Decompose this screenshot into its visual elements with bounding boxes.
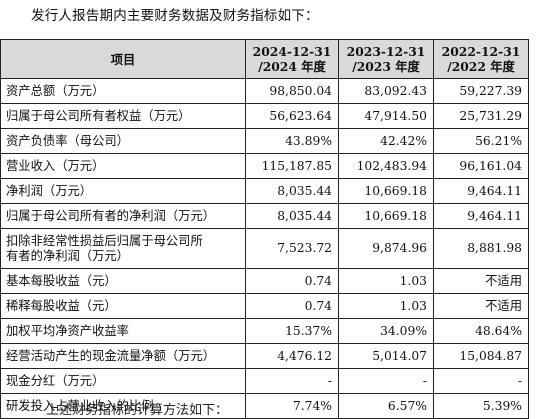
cell-2023: 34.09% — [338, 318, 434, 344]
row-label: 净利润（万元） — [0, 178, 246, 204]
cell-2024: 0.74 — [245, 293, 339, 319]
cell-2023: 83,092.43 — [338, 78, 434, 104]
cell-2022: - — [433, 368, 529, 394]
cell-2024: 98,850.04 — [245, 78, 339, 104]
column-header-2023-year: /2023 年度 — [352, 59, 420, 74]
cell-2024: 115,187.85 — [245, 153, 339, 179]
cell-2023: 42.42% — [338, 128, 434, 154]
cell-2022: 59,227.39 — [433, 78, 529, 104]
table-row: 基本每股收益（元） 0.74 1.03 不适用 — [0, 268, 529, 294]
cell-2023: 10,669.18 — [338, 203, 434, 229]
row-label: 经营活动产生的现金流量净额（万元） — [0, 343, 246, 369]
row-label: 归属于母公司所有者的净利润（万元） — [0, 203, 246, 229]
cell-2023: 1.03 — [338, 293, 434, 319]
row-label: 加权平均净资产收益率 — [0, 318, 246, 344]
cell-2024: 8,035.44 — [245, 178, 339, 204]
cell-2024: 4,476.12 — [245, 343, 339, 369]
row-label: 现金分红（万元） — [0, 368, 246, 394]
cell-2024: 8,035.44 — [245, 203, 339, 229]
cell-2022: 9,464.11 — [433, 178, 529, 204]
column-header-item-label: 项目 — [110, 51, 136, 67]
table-row: 经营活动产生的现金流量净额（万元） 4,476.12 5,014.07 15,0… — [0, 343, 529, 369]
table-row: 营业收入（万元） 115,187.85 102,483.94 96,161.04 — [0, 153, 529, 179]
cell-2022: 48.64% — [433, 318, 529, 344]
cell-2022: 9,464.11 — [433, 203, 529, 229]
table-row: 净利润（万元） 8,035.44 10,669.18 9,464.11 — [0, 178, 529, 204]
cell-2022: 不适用 — [433, 268, 529, 294]
row-label: 归属于母公司所有者权益（万元） — [0, 103, 246, 129]
column-header-2024: 2024-12-31 /2024 年度 — [245, 39, 339, 79]
cell-2023: 9,874.96 — [338, 228, 434, 269]
cell-2022: 15,084.87 — [433, 343, 529, 369]
column-header-2024-year: /2024 年度 — [258, 59, 326, 74]
cell-2022: 25,731.29 — [433, 103, 529, 129]
cell-2024: - — [245, 368, 339, 394]
row-label-line2: 有者的净利润（万元） — [6, 248, 129, 263]
cell-2022: 不适用 — [433, 293, 529, 319]
cell-2024: 43.89% — [245, 128, 339, 154]
financial-data-table: 项目 2024-12-31 /2024 年度 2023-12-31 /2023 … — [0, 39, 529, 419]
cell-2024: 15.37% — [245, 318, 339, 344]
column-header-2022: 2022-12-31 /2022 年度 — [433, 39, 529, 79]
row-label: 基本每股收益（元） — [0, 268, 246, 294]
cell-2022: 96,161.04 — [433, 153, 529, 179]
table-row: 归属于母公司所有者的净利润（万元） 8,035.44 10,669.18 9,4… — [0, 203, 529, 229]
cell-2023: 47,914.50 — [338, 103, 434, 129]
cell-2024: 0.74 — [245, 268, 339, 294]
cell-2024: 7,523.72 — [245, 228, 339, 269]
cell-2022: 56.21% — [433, 128, 529, 154]
row-label: 稀释每股收益（元） — [0, 293, 246, 319]
row-label: 资产总额（万元） — [0, 78, 246, 104]
row-label-line1: 扣除非经常性损益后归属于母公司所 — [6, 233, 203, 248]
table-row: 加权平均净资产收益率 15.37% 34.09% 48.64% — [0, 318, 529, 344]
table-row: 归属于母公司所有者权益（万元） 56,623.64 47,914.50 25,7… — [0, 103, 529, 129]
cell-2023: 6.57% — [338, 393, 434, 419]
column-header-2022-date: 2022-12-31 — [441, 44, 521, 59]
table-row: 资产总额（万元） 98,850.04 83,092.43 59,227.39 — [0, 78, 529, 104]
table-row: 资产负债率（母公司） 43.89% 42.42% 56.21% — [0, 128, 529, 154]
cell-2022: 8,881.98 — [433, 228, 529, 269]
cell-2023: 10,669.18 — [338, 178, 434, 204]
intro-text: 发行人报告期内主要财务数据及财务指标如下： — [31, 8, 319, 24]
cell-2023: 102,483.94 — [338, 153, 434, 179]
column-header-2023-date: 2023-12-31 — [346, 44, 426, 59]
column-header-2024-date: 2024-12-31 — [252, 44, 332, 59]
cell-2023: - — [338, 368, 434, 394]
table-header-row: 项目 2024-12-31 /2024 年度 2023-12-31 /2023 … — [0, 39, 529, 79]
row-label: 扣除非经常性损益后归属于母公司所 有者的净利润（万元） — [0, 228, 246, 269]
cell-2024: 7.74% — [245, 393, 339, 419]
cell-2024: 56,623.64 — [245, 103, 339, 129]
cell-2022: 5.39% — [433, 393, 529, 419]
cell-2023: 5,014.07 — [338, 343, 434, 369]
row-label: 营业收入（万元） — [0, 153, 246, 179]
row-label: 资产负债率（母公司） — [0, 128, 246, 154]
table-row: 稀释每股收益（元） 0.74 1.03 不适用 — [0, 293, 529, 319]
cell-2023: 1.03 — [338, 268, 434, 294]
column-header-item: 项目 — [0, 39, 246, 79]
table-row: 现金分红（万元） - - - — [0, 368, 529, 394]
table-row: 扣除非经常性损益后归属于母公司所 有者的净利润（万元） 7,523.72 9,8… — [0, 228, 529, 269]
column-header-2023: 2023-12-31 /2023 年度 — [338, 39, 434, 79]
column-header-2022-year: /2022 年度 — [447, 59, 515, 74]
